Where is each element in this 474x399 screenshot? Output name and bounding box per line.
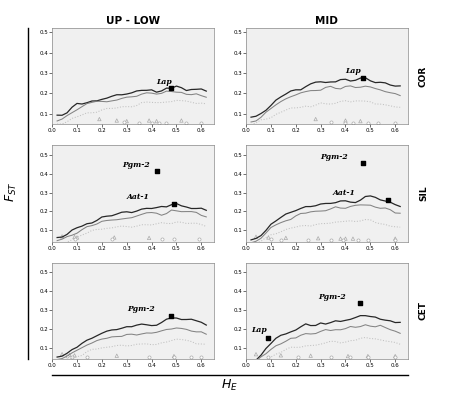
Point <box>71 234 78 240</box>
Point <box>252 351 260 358</box>
Point <box>364 354 372 360</box>
Text: Lap: Lap <box>156 78 173 86</box>
Point <box>148 120 155 126</box>
Point <box>364 237 372 243</box>
Point <box>198 119 205 126</box>
Point <box>163 120 170 126</box>
Point <box>344 353 352 359</box>
Point <box>392 237 399 243</box>
Point <box>188 354 195 360</box>
Point <box>170 236 178 243</box>
Point <box>307 352 314 359</box>
Point <box>314 235 322 241</box>
Point <box>384 197 392 203</box>
Point <box>170 354 178 360</box>
Point <box>83 354 91 360</box>
Point <box>356 300 364 306</box>
Text: Pgm-2: Pgm-2 <box>127 305 155 314</box>
Point <box>267 236 275 243</box>
Point <box>264 335 272 342</box>
Point <box>364 353 372 359</box>
Point <box>170 201 178 207</box>
Text: Aat-1: Aat-1 <box>333 189 356 197</box>
Text: Lap: Lap <box>251 326 267 334</box>
Text: CET: CET <box>419 302 428 320</box>
Point <box>374 120 382 126</box>
Point <box>71 235 78 242</box>
Point <box>108 236 116 242</box>
Point <box>182 119 190 126</box>
Point <box>146 235 153 241</box>
Point <box>158 236 165 243</box>
Point <box>359 160 367 166</box>
Point <box>146 117 153 124</box>
Point <box>168 312 175 319</box>
Point <box>153 118 160 124</box>
Point <box>63 353 71 359</box>
Point <box>73 234 81 241</box>
Point <box>392 353 399 359</box>
Point <box>346 354 354 360</box>
Point <box>58 233 66 239</box>
Text: Pgm-2: Pgm-2 <box>318 293 346 301</box>
Point <box>312 116 319 122</box>
Point <box>264 354 272 360</box>
Point <box>277 352 285 359</box>
Title: MID: MID <box>315 16 338 26</box>
Point <box>392 235 399 242</box>
Point <box>392 354 399 360</box>
Text: Pgm-2: Pgm-2 <box>320 153 348 161</box>
Point <box>349 120 357 126</box>
Point <box>123 118 130 124</box>
Point <box>198 354 205 360</box>
Point <box>327 119 334 125</box>
Point <box>356 118 364 124</box>
Point <box>71 352 78 359</box>
Point <box>282 235 290 241</box>
Point <box>170 353 178 359</box>
Point <box>178 117 185 124</box>
Text: $\it{H}_{E}$: $\it{H}_{E}$ <box>221 378 238 393</box>
Point <box>294 354 302 360</box>
Text: SIL: SIL <box>419 186 428 201</box>
Point <box>342 120 349 126</box>
Point <box>392 120 399 126</box>
Point <box>110 234 118 241</box>
Point <box>136 119 143 126</box>
Point <box>153 168 160 174</box>
Point <box>146 354 153 360</box>
Point <box>359 75 367 81</box>
Point <box>327 237 334 243</box>
Point <box>113 117 120 124</box>
Text: Lap: Lap <box>346 67 361 75</box>
Point <box>264 234 272 241</box>
Point <box>277 237 285 243</box>
Point <box>252 233 260 240</box>
Text: $\it{F}_{ST}$: $\it{F}_{ST}$ <box>4 181 19 202</box>
Point <box>339 237 347 243</box>
Point <box>155 119 163 126</box>
Point <box>327 354 334 360</box>
Point <box>120 119 128 125</box>
Point <box>58 351 66 358</box>
Point <box>113 352 120 359</box>
Point <box>337 235 344 242</box>
Text: Pgm-2: Pgm-2 <box>122 161 149 169</box>
Title: UP - LOW: UP - LOW <box>106 16 160 26</box>
Point <box>342 117 349 124</box>
Point <box>66 352 73 358</box>
Point <box>304 237 312 243</box>
Point <box>354 237 362 243</box>
Point <box>168 85 175 91</box>
Point <box>364 119 372 126</box>
Point <box>96 116 103 122</box>
Point <box>68 354 76 360</box>
Point <box>349 235 357 242</box>
Point <box>342 235 349 242</box>
Text: Aat-1: Aat-1 <box>127 193 149 201</box>
Point <box>195 236 202 243</box>
Text: COR: COR <box>419 65 428 87</box>
